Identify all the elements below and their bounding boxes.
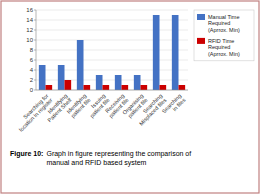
x-tick-label: Searchingin files [161, 92, 187, 118]
legend-box [194, 10, 254, 61]
bar [179, 85, 186, 90]
legend-line: (Aprrox. Min) [208, 27, 240, 33]
label-line: in files [171, 97, 186, 112]
grid-line [36, 30, 188, 31]
y-tick-label: 0 [30, 87, 34, 93]
bar [65, 80, 72, 90]
chart: 0246810121416Searching forlocation in re… [0, 0, 260, 194]
y-tick-label: 2 [30, 77, 34, 83]
bar [103, 85, 110, 90]
grid-line [36, 40, 188, 41]
bar [96, 75, 103, 90]
bar [58, 65, 65, 90]
y-tick-label: 14 [26, 17, 33, 23]
caption-line: Graph in figure representing the compari… [46, 150, 191, 158]
legend: Manual TimeRequired(Aprrox. Min)RFID Tim… [194, 10, 254, 61]
legend-line: (Aprrox. Min) [208, 51, 240, 57]
legend-line: Manual Time [208, 14, 240, 20]
y-tick-label: 16 [26, 7, 33, 13]
legend-swatch [197, 14, 205, 20]
bar [153, 15, 160, 90]
y-tick-label: 6 [30, 57, 34, 63]
legend-label: RFID TimeRequired(Aprrox. Min) [208, 38, 240, 57]
legend-line: RFID Time [208, 38, 234, 44]
bar [160, 85, 167, 90]
bar [122, 85, 129, 90]
legend-line: Required [208, 20, 230, 26]
label-line: location in register [18, 97, 54, 133]
y-tick-label: 10 [26, 37, 33, 43]
y-tick-label: 4 [30, 67, 34, 73]
bar [39, 65, 46, 90]
bar [46, 85, 53, 90]
grid-line [36, 50, 188, 51]
bar [84, 85, 91, 90]
figure-border [1, 1, 259, 193]
grid-line [36, 10, 188, 11]
x-axis-line [36, 90, 188, 91]
caption-line: manual and RFID based system [46, 159, 146, 167]
bar [141, 85, 148, 90]
bar [115, 75, 122, 90]
legend-label: Manual TimeRequired(Aprrox. Min) [208, 14, 240, 33]
y-axis-line [36, 10, 37, 90]
bar [134, 75, 141, 90]
y-tick-label: 12 [26, 27, 33, 33]
grid-line [36, 60, 188, 61]
bar [172, 15, 179, 90]
bars [39, 15, 185, 90]
legend-swatch [197, 38, 205, 44]
y-tick-label: 8 [30, 47, 34, 53]
caption-text: Graph in figure representing the compari… [46, 150, 191, 167]
grid-line [36, 20, 188, 21]
caption-label: Figure 10: [10, 150, 43, 158]
bar [77, 40, 84, 90]
legend-line: Required [208, 44, 230, 50]
